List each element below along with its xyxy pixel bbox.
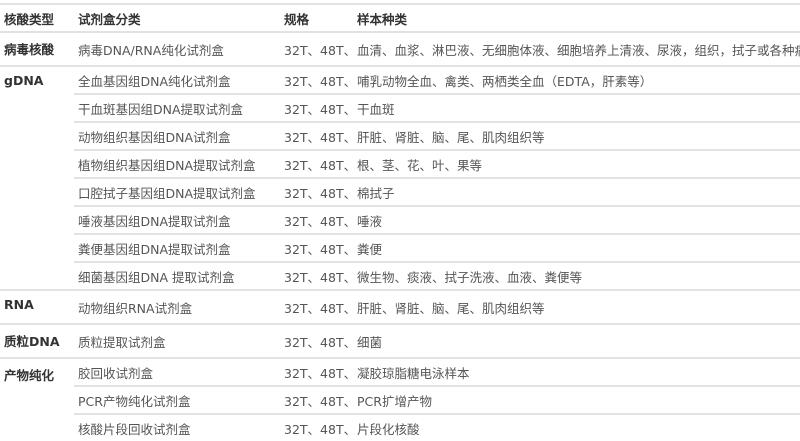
sample-cell: 棉拭子	[357, 177, 800, 206]
kit-name-cell: 质粒提取试剂盒	[74, 323, 284, 358]
kit-name-cell: 全血基因组DNA纯化试剂盒	[74, 65, 284, 94]
kit-table: 核酸类型 试剂盒分类 规格 样本种类 病毒核酸 病毒DNA/RNA纯化试剂盒 32T…	[0, 3, 800, 441]
nucleic-type-cell: 质粒DNA	[0, 323, 74, 358]
spec-cell: 32T、48T、96T	[284, 289, 357, 324]
table-row: gDNA全血基因组DNA纯化试剂盒32T、48T、96T哺乳动物全血、禽类、两栖…	[0, 65, 800, 290]
sample-cell: 血清、血浆、淋巴液、无细胞体液、细胞培养上清液、尿液，组织，拭子或各种病毒保存液	[357, 31, 800, 66]
spec-cell: 32T、48T、96T	[284, 149, 357, 178]
kit-name-cell: 病毒DNA/RNA纯化试剂盒	[74, 31, 284, 66]
sample-cell: 凝胶琼脂糖电泳样本	[357, 357, 800, 386]
sample-cell: PCR扩增产物	[357, 385, 800, 414]
sample-cell: 肝脏、肾脏、脑、尾、肌肉组织等	[357, 121, 800, 150]
kit-name-cell: 植物组织基因组DNA提取试剂盒	[74, 149, 284, 178]
spec-cell: 32T、48T、96T	[284, 31, 357, 66]
kit-name-cell: 唾液基因组DNA提取试剂盒	[74, 205, 284, 234]
kit-name-cell: 干血斑基因组DNA提取试剂盒	[74, 93, 284, 122]
kit-name-cell: 粪便基因组DNA提取试剂盒	[74, 233, 284, 262]
kit-name-cell: 核酸片段回收试剂盒	[74, 413, 284, 441]
kit-name-cell: 细菌基因组DNA 提取试剂盒	[74, 261, 284, 290]
nucleic-type-cell: gDNA	[0, 65, 74, 290]
nucleic-type-cell: 产物纯化	[0, 357, 74, 441]
spec-cell: 32T、48T、96T	[284, 65, 357, 94]
spec-cell: 32T、48T、96T	[284, 177, 357, 206]
header-nucleic-type: 核酸类型	[0, 3, 74, 32]
header-row: 核酸类型 试剂盒分类 规格 样本种类	[0, 3, 800, 32]
sample-cell: 干血斑	[357, 93, 800, 122]
kit-name-cell: 动物组织基因组DNA试剂盒	[74, 121, 284, 150]
spec-cell: 32T、48T、96T	[284, 233, 357, 262]
sample-cell: 粪便	[357, 233, 800, 262]
table-row: 病毒核酸病毒DNA/RNA纯化试剂盒32T、48T、96T血清、血浆、淋巴液、无…	[0, 31, 800, 66]
spec-cell: 32T、48T、96T	[284, 413, 357, 441]
header-spec: 规格	[284, 3, 357, 32]
spec-cell: 32T、48T、96T	[284, 357, 357, 386]
sample-cell: 哺乳动物全血、禽类、两栖类全血（EDTA，肝素等）	[357, 65, 800, 94]
sample-cell: 片段化核酸	[357, 413, 800, 441]
sample-cell: 微生物、痰液、拭子洗液、血液、粪便等	[357, 261, 800, 290]
sample-cell: 肝脏、肾脏、脑、尾、肌肉组织等	[357, 289, 800, 324]
sample-cell: 细菌	[357, 323, 800, 358]
nucleic-type-cell: 病毒核酸	[0, 31, 74, 66]
header-kit-category: 试剂盒分类	[74, 3, 284, 32]
nucleic-type-cell: RNA	[0, 289, 74, 324]
sample-cell: 根、茎、花、叶、果等	[357, 149, 800, 178]
kit-name-cell: 动物组织RNA试剂盒	[74, 289, 284, 324]
table-body: 病毒核酸病毒DNA/RNA纯化试剂盒32T、48T、96T血清、血浆、淋巴液、无…	[0, 31, 800, 441]
spec-cell: 32T、48T、96T	[284, 121, 357, 150]
header-sample-type: 样本种类	[357, 3, 800, 32]
spec-cell: 32T、48T、96T	[284, 261, 357, 290]
spec-cell: 32T、48T、96T	[284, 385, 357, 414]
kit-name-cell: PCR产物纯化试剂盒	[74, 385, 284, 414]
spec-cell: 32T、48T、96T	[284, 205, 357, 234]
table-row: 细菌基因组DNA 提取试剂盒32T、48T、96T微生物、痰液、拭子洗液、血液、…	[0, 261, 800, 290]
spec-cell: 32T、48T、96T	[284, 323, 357, 358]
sample-cell: 唾液	[357, 205, 800, 234]
kit-name-cell: 胶回收试剂盒	[74, 357, 284, 386]
spec-cell: 32T、48T、96T	[284, 93, 357, 122]
kit-name-cell: 口腔拭子基因组DNA提取试剂盒	[74, 177, 284, 206]
